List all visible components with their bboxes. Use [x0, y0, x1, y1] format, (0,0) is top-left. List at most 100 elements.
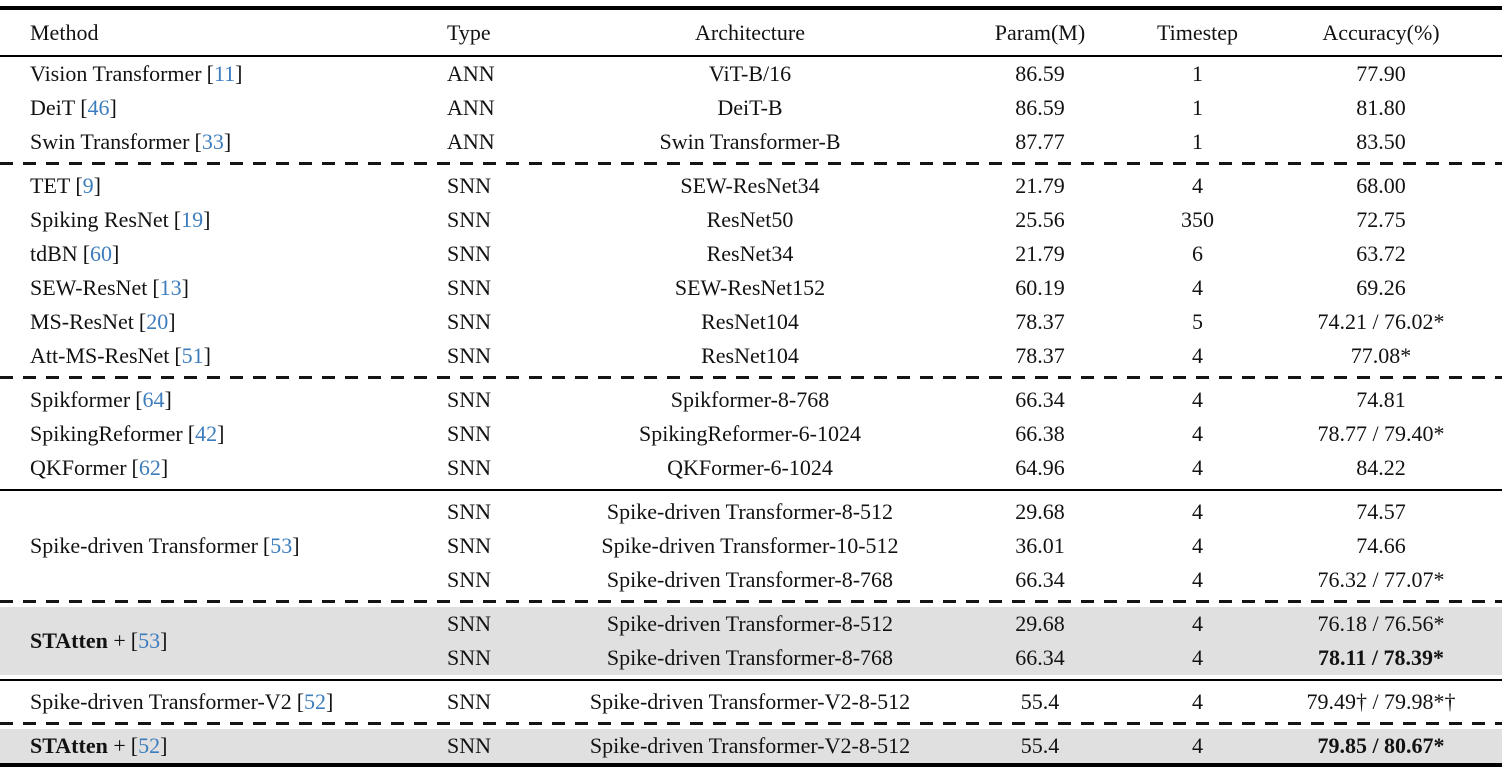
citation-number[interactable]: 11 — [213, 61, 236, 86]
timestep-cell: 4 — [1192, 455, 1203, 480]
method-label: Spike-driven Transformer-V2 — [30, 689, 292, 714]
timestep-cell: 4 — [1135, 729, 1260, 765]
citation-number[interactable]: 60 — [90, 241, 113, 266]
method-label: Att-MS-ResNet — [30, 343, 170, 368]
timestep-cell: 4 — [1135, 641, 1260, 675]
citation-number[interactable]: 53 — [270, 533, 293, 558]
method-label: MS-ResNet — [30, 309, 134, 334]
timestep-cell: 5 — [1192, 309, 1203, 334]
timestep-cell: 4 — [1192, 533, 1203, 558]
param-cell: 66.34 — [945, 641, 1135, 675]
param-cell: 55.4 — [1020, 689, 1060, 714]
citation-number[interactable]: 19 — [181, 207, 204, 232]
accuracy-cell: 74.21 / 76.02* — [1317, 309, 1445, 334]
architecture-cell: ResNet104 — [701, 309, 799, 334]
accuracy-cell: 78.11 / 78.39* — [1260, 641, 1502, 675]
citation-number[interactable]: 13 — [159, 275, 182, 300]
citation-number[interactable]: 46 — [87, 95, 110, 120]
param-cell: 55.4 — [945, 729, 1135, 765]
architecture-cell: Swin Transformer-B — [659, 129, 841, 154]
param-cell: 66.38 — [1015, 421, 1065, 446]
timestep-cell: 4 — [1192, 387, 1203, 412]
citation-link[interactable]: 20 — [139, 309, 176, 334]
method-label: SEW-ResNet — [30, 275, 148, 300]
method-cell: QKFormer 62 — [0, 451, 430, 485]
accuracy-cell: 84.22 — [1356, 455, 1406, 480]
method-cell: Spiking ResNet 19 — [0, 203, 430, 237]
architecture-cell: Spike-driven Transformer-10-512 — [601, 533, 899, 558]
architecture-cell: SEW-ResNet34 — [680, 173, 820, 198]
citation-link[interactable]: 42 — [188, 421, 225, 446]
table-row: SNN Spike-driven Transformer-8-768 66.34… — [0, 563, 1502, 597]
param-cell: 64.96 — [1015, 455, 1065, 480]
accuracy-cell: 72.75 — [1356, 207, 1406, 232]
citation-number[interactable]: 53 — [138, 628, 161, 653]
citation-number[interactable]: 51 — [181, 343, 204, 368]
citation-link[interactable]: 60 — [83, 241, 120, 266]
citation-link[interactable]: 52 — [297, 689, 334, 714]
group-separator — [0, 159, 1502, 169]
citation-number[interactable]: 9 — [82, 173, 94, 198]
dashed-divider — [0, 376, 1502, 379]
citation-link[interactable]: 52 — [131, 733, 168, 758]
citation-link[interactable]: 53 — [131, 628, 168, 653]
type-cell: SNN — [430, 729, 555, 765]
method-label: Vision Transformer — [30, 61, 202, 86]
citation-link[interactable]: 11 — [207, 61, 243, 86]
group-separator — [0, 719, 1502, 729]
param-cell: 86.59 — [1015, 61, 1065, 86]
param-cell: 87.77 — [1015, 129, 1065, 154]
type-cell: SNN — [447, 533, 492, 558]
table-row: Vision Transformer11 ANN ViT-B/16 86.59 … — [0, 56, 1502, 91]
citation-number[interactable]: 52 — [304, 689, 327, 714]
type-cell: SNN — [430, 641, 555, 675]
type-cell: SNN — [447, 275, 492, 300]
param-cell: 29.68 — [1015, 499, 1065, 524]
citation-link[interactable]: 33 — [195, 129, 232, 154]
citation-number[interactable]: 62 — [138, 455, 161, 480]
method-label: Spikformer — [30, 387, 131, 412]
table-row: TET 9 SNN SEW-ResNet34 21.79 4 68.00 — [0, 169, 1502, 203]
accuracy-cell: 79.49† / 79.98*† — [1306, 689, 1456, 714]
type-cell: SNN — [447, 689, 492, 714]
method-cell: SpikingReformer 42 — [0, 417, 430, 451]
param-cell: 86.59 — [1015, 95, 1065, 120]
method-label: SpikingReformer — [30, 421, 183, 446]
method-cell: Spike-driven Transformer-V2 52 — [0, 685, 430, 719]
citation-number[interactable]: 52 — [138, 733, 161, 758]
method-cell: SEW-ResNet 13 — [0, 271, 430, 305]
group-separator — [0, 597, 1502, 607]
type-cell: SNN — [447, 343, 492, 368]
timestep-cell: 4 — [1192, 173, 1203, 198]
architecture-cell: QKFormer-6-1024 — [667, 455, 833, 480]
citation-number[interactable]: 33 — [201, 129, 224, 154]
citation-number[interactable]: 64 — [142, 387, 165, 412]
type-cell: SNN — [430, 607, 555, 641]
column-header-method: Method — [0, 8, 430, 57]
type-cell: SNN — [447, 387, 492, 412]
method-label: Swin Transformer — [30, 129, 190, 154]
method-cell: tdBN 60 — [0, 237, 430, 271]
citation-link[interactable]: 19 — [174, 207, 211, 232]
citation-number[interactable]: 42 — [195, 421, 218, 446]
citation-link[interactable]: 13 — [152, 275, 189, 300]
citation-link[interactable]: 64 — [135, 387, 172, 412]
citation-number[interactable]: 20 — [146, 309, 169, 334]
column-header-accuracy: Accuracy(%) — [1260, 8, 1502, 57]
citation-link[interactable]: 9 — [75, 173, 101, 198]
accuracy-cell: 74.81 — [1356, 387, 1406, 412]
accuracy-cell: 77.08* — [1350, 343, 1412, 368]
architecture-cell: ResNet34 — [706, 241, 794, 266]
citation-link[interactable]: 53 — [263, 533, 300, 558]
architecture-cell: ResNet50 — [706, 207, 794, 232]
citation-link[interactable]: 51 — [174, 343, 211, 368]
accuracy-cell: 76.18 / 76.56* — [1260, 607, 1502, 641]
table-row: QKFormer 62 SNN QKFormer-6-1024 64.96 4 8… — [0, 451, 1502, 485]
table-row: DeiT 46 ANN DeiT-B 86.59 1 81.80 — [0, 91, 1502, 125]
method-label-bold: STAtten — [30, 733, 108, 758]
architecture-cell: SpikingReformer-6-1024 — [639, 421, 861, 446]
citation-link[interactable]: 62 — [132, 455, 169, 480]
method-cell: Spike-driven Transformer 53 — [0, 495, 430, 597]
dashed-divider — [0, 600, 1502, 603]
citation-link[interactable]: 46 — [80, 95, 117, 120]
